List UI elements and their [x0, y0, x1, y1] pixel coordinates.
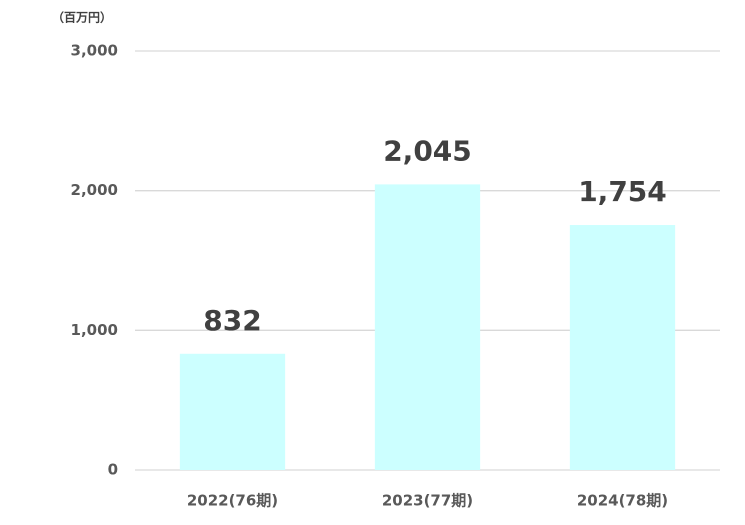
data-label: 2,045 — [383, 134, 472, 167]
bar — [179, 353, 286, 470]
y-tick-label: 1,000 — [71, 321, 118, 339]
bar — [374, 184, 481, 471]
y-tick-label: 3,000 — [71, 42, 118, 60]
x-tick-label: 2023(77期) — [382, 492, 473, 510]
data-label: 832 — [203, 304, 261, 337]
y-tick-label: 0 — [108, 461, 118, 479]
data-label: 1,754 — [578, 175, 667, 208]
bar — [569, 225, 676, 470]
x-tick-label: 2024(78期) — [577, 492, 668, 510]
y-axis-unit: （百万円） — [52, 10, 112, 25]
x-tick-label: 2022(76期) — [187, 492, 278, 510]
y-tick-label: 2,000 — [71, 181, 118, 199]
